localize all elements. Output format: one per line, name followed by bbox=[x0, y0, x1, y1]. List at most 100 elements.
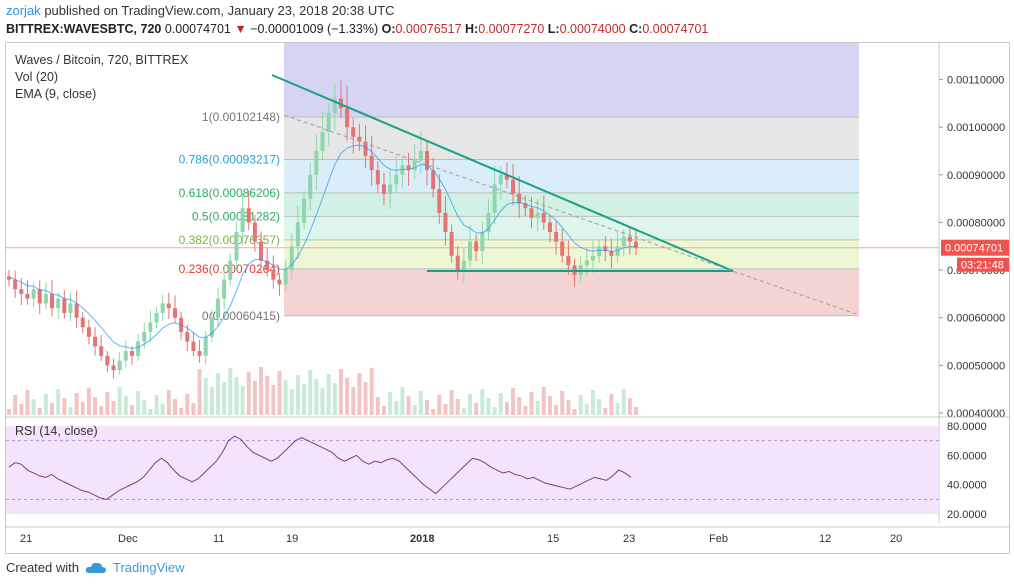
candle-body bbox=[19, 289, 24, 294]
legend-rsi: RSI (14, close) bbox=[15, 424, 98, 438]
volume-bar bbox=[142, 400, 147, 415]
volume-bar bbox=[431, 409, 436, 415]
candle-body bbox=[252, 222, 257, 242]
volume-bar bbox=[129, 405, 134, 415]
volume-bar bbox=[615, 403, 620, 415]
created-with-text: Created with bbox=[6, 560, 79, 575]
candle-body bbox=[541, 212, 546, 223]
price-tick-label: 0.00090000 bbox=[947, 170, 1005, 182]
volume-bar bbox=[56, 389, 61, 415]
candle-body bbox=[191, 341, 196, 352]
time-tick-label: 19 bbox=[286, 533, 298, 545]
candle-body bbox=[74, 303, 79, 318]
author-link[interactable]: zorjak bbox=[6, 3, 41, 18]
candle-body bbox=[486, 212, 491, 232]
candle-body bbox=[351, 127, 356, 137]
candle-body bbox=[62, 298, 67, 313]
volume-bar bbox=[111, 401, 116, 415]
volume-bar bbox=[597, 399, 602, 415]
fib-zone bbox=[284, 159, 859, 193]
candle-body bbox=[13, 279, 18, 290]
low-value: 0.00074000 bbox=[559, 22, 626, 36]
volume-bar bbox=[160, 404, 165, 415]
candle-body bbox=[172, 308, 177, 318]
volume-bar bbox=[590, 390, 595, 415]
candle-body bbox=[590, 255, 595, 261]
fib-zone-top bbox=[284, 43, 859, 117]
price-change: −0.00001009 (−1.33%) bbox=[250, 22, 379, 36]
price-tick-label: 0.00040000 bbox=[947, 408, 1005, 420]
volume-bar bbox=[86, 388, 91, 415]
time-tick-label: Dec bbox=[118, 533, 138, 545]
volume-bar bbox=[369, 368, 374, 415]
candle-body bbox=[320, 131, 325, 152]
legend-volume: Vol (20) bbox=[15, 70, 59, 84]
price-chart-svg[interactable]: 1(0.00102148) 0.786(0.00093217) 0.618(0.00… bbox=[6, 43, 1009, 553]
volume-bar bbox=[363, 382, 368, 415]
volume-bar bbox=[345, 378, 350, 415]
volume-bar bbox=[13, 395, 18, 415]
candle-body bbox=[148, 322, 153, 333]
volume-bar bbox=[314, 379, 319, 415]
time-tick-label: 20 bbox=[890, 533, 902, 545]
candle-body bbox=[246, 208, 251, 223]
symbol-label: BITTREX:WAVESBTC, 720 bbox=[6, 22, 162, 36]
candle-body bbox=[123, 351, 128, 361]
volume-bar bbox=[277, 371, 282, 415]
down-arrow-icon: ▼ bbox=[234, 22, 247, 36]
volume-bar bbox=[461, 408, 466, 415]
candle-body bbox=[7, 276, 11, 280]
volume-bar bbox=[203, 378, 208, 415]
candle-body bbox=[369, 155, 374, 171]
candle-body bbox=[43, 293, 48, 304]
ohlc-bar: BITTREX:WAVESBTC, 720 0.00074701 ▼ −0.00… bbox=[6, 22, 708, 36]
volume-bar bbox=[43, 394, 48, 415]
high-label: H: bbox=[465, 22, 479, 36]
legend-ema: EMA (9, close) bbox=[15, 87, 97, 101]
volume-bar bbox=[609, 394, 614, 415]
volume-bar bbox=[68, 407, 73, 415]
fib-zone bbox=[284, 268, 859, 316]
fib-level-label: 1(0.00102148) bbox=[202, 110, 280, 124]
candle-body bbox=[412, 160, 417, 171]
candle-body bbox=[136, 341, 141, 356]
volume-bar bbox=[123, 396, 128, 415]
candle-body bbox=[37, 289, 42, 304]
volume-bar bbox=[468, 394, 473, 415]
candle-body bbox=[529, 208, 534, 218]
descending-trendline[interactable] bbox=[271, 74, 734, 272]
chart-frame[interactable]: 1(0.00102148) 0.786(0.00093217) 0.618(0.00… bbox=[5, 42, 1010, 554]
volume-bar bbox=[216, 373, 220, 415]
candle-body bbox=[547, 222, 552, 232]
volume-bar bbox=[338, 369, 343, 415]
candle-body bbox=[99, 346, 104, 356]
volume-bar bbox=[486, 398, 491, 415]
candle-body bbox=[289, 246, 294, 271]
high-value: 0.00077270 bbox=[478, 22, 545, 36]
time-tick-label: 12 bbox=[819, 533, 831, 545]
candle-body bbox=[271, 270, 276, 280]
price-tick-label: 0.00100000 bbox=[947, 122, 1005, 134]
volume-bar bbox=[388, 392, 393, 415]
candle-body bbox=[511, 179, 516, 194]
fib-level-label: 0(0.00060415) bbox=[202, 309, 280, 323]
candle-body bbox=[560, 241, 565, 256]
candle-body bbox=[345, 108, 350, 128]
volume-bar bbox=[504, 402, 509, 415]
fib-zone bbox=[284, 239, 859, 269]
volume-bar bbox=[566, 400, 571, 415]
candle-body bbox=[283, 270, 288, 285]
volume-bar bbox=[578, 395, 583, 415]
candle-body bbox=[111, 365, 116, 371]
tradingview-brand[interactable]: TradingView bbox=[112, 560, 185, 575]
candle-body bbox=[326, 112, 331, 132]
candle-body bbox=[25, 293, 30, 299]
time-tick-label: 15 bbox=[547, 533, 559, 545]
current-price-label: 0.00074701 bbox=[945, 243, 1003, 255]
close-label: C: bbox=[629, 22, 643, 36]
candle-body bbox=[381, 184, 386, 194]
volume-bar bbox=[265, 376, 270, 415]
volume-bar bbox=[418, 391, 423, 415]
candle-body bbox=[461, 260, 466, 271]
rsi-tick-label: 80.0000 bbox=[947, 421, 987, 433]
